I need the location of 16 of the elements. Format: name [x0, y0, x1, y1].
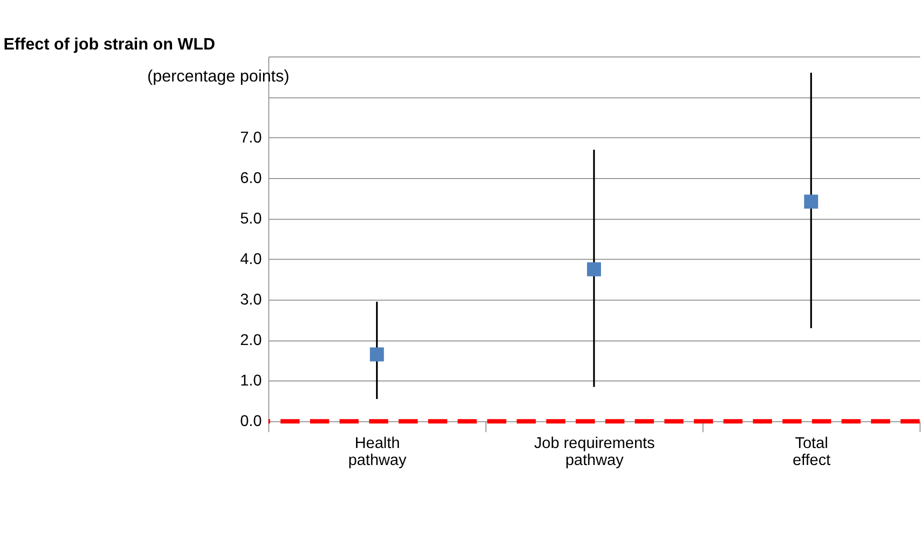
x-tick-label: Health pathway — [348, 434, 407, 470]
y-tick-label: 0.0 — [240, 413, 262, 430]
y-tick-label: 1.0 — [240, 372, 262, 390]
text: Effect of job strain on WLD — [3, 36, 216, 54]
y-tick-label: 6.0 — [240, 170, 262, 187]
y-tick-label: 7.0 — [240, 129, 262, 146]
y-tick-label: 5.0 — [240, 210, 262, 228]
y-tick-label: 4.0 — [240, 250, 262, 268]
y-tick-label: 3.0 — [240, 291, 262, 308]
point — [370, 347, 384, 362]
x-tick-label: Total effect — [792, 434, 832, 470]
y-axis-title: (percentage points) — [147, 67, 290, 86]
point — [804, 194, 818, 209]
y-tick-label: 2.0 — [240, 332, 262, 349]
point — [587, 262, 601, 276]
x-tick-label: Job requirements pathway — [534, 434, 655, 470]
